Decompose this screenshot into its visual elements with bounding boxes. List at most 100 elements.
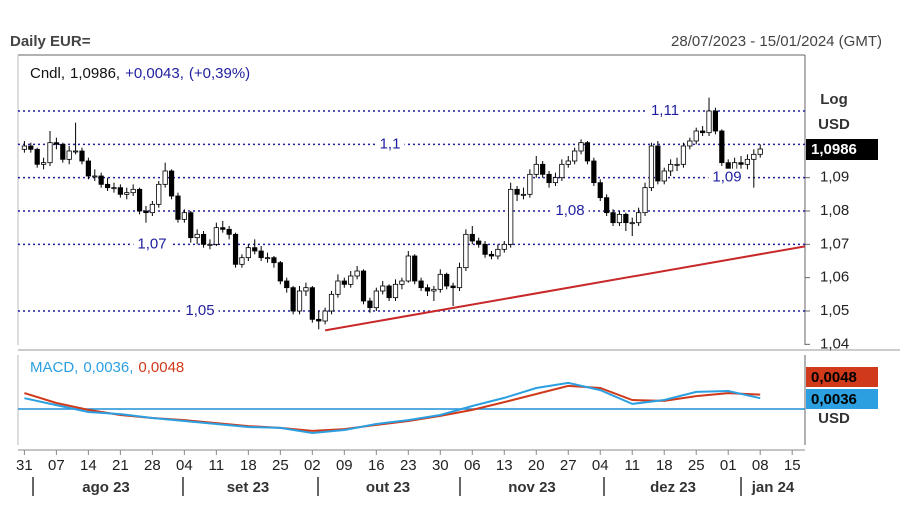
candle-body <box>156 183 162 205</box>
y-tick-label: 1,08 <box>820 202 849 219</box>
candle-body <box>450 285 456 289</box>
legend-text: +0,0043, <box>125 65 184 82</box>
level-label-bg <box>375 135 405 154</box>
candle-body <box>328 293 335 312</box>
x-tick-label: 02 <box>304 457 321 474</box>
macd-line <box>24 381 761 435</box>
candle-body <box>277 262 283 282</box>
month-label: jan 24 <box>751 479 795 496</box>
scale-label: Log <box>820 91 848 108</box>
candle-body <box>34 148 40 165</box>
candle-body <box>380 285 386 292</box>
unit-label: USD <box>818 410 850 427</box>
candle-body <box>386 285 392 299</box>
candle-body <box>21 145 27 150</box>
candle-body <box>559 163 565 179</box>
candle-body <box>476 240 482 245</box>
candle-body <box>648 145 655 189</box>
candle-body <box>290 287 296 312</box>
candle-body <box>85 160 91 177</box>
candle-body <box>751 153 757 160</box>
candle-body <box>66 150 72 160</box>
candle-body <box>200 233 207 245</box>
legend-text: Cndl, <box>30 65 65 82</box>
x-tick-label: 21 <box>112 457 129 474</box>
candle-body <box>655 145 661 182</box>
price-tag-label: 1,0986 <box>811 141 857 158</box>
candle-body <box>348 275 354 285</box>
candle-body <box>482 243 488 255</box>
candle-body <box>124 192 130 195</box>
trendline <box>324 245 806 332</box>
y-tick-label: 1,05 <box>820 302 849 319</box>
x-tick-label: 20 <box>528 457 545 474</box>
candle-body <box>437 273 443 290</box>
candle-body <box>463 233 469 269</box>
y-tick-label: 1,07 <box>820 235 849 252</box>
level-label: 1,09 <box>712 169 741 186</box>
x-tick-label: 09 <box>336 457 353 474</box>
candle-body <box>162 170 168 185</box>
date-range: 28/07/2023 - 15/01/2024 (GMT) <box>671 33 882 50</box>
legend-text: 0,0036, <box>83 359 133 376</box>
candle-body <box>610 212 616 224</box>
candle-body <box>143 210 149 214</box>
candle-body <box>693 130 699 142</box>
candle-body <box>194 233 200 239</box>
x-tick-label: 04 <box>176 457 193 474</box>
x-tick-label: 07 <box>48 457 65 474</box>
candle-body <box>636 212 642 224</box>
candle-body <box>226 228 232 235</box>
candle-body <box>533 163 539 175</box>
candle-body <box>674 163 680 166</box>
legend-text: MACD, <box>30 359 78 376</box>
candle-body <box>540 163 546 175</box>
month-label: dez 23 <box>650 479 696 496</box>
candle-body <box>181 212 187 220</box>
y-tick-label: 1,06 <box>820 269 849 286</box>
candle-body <box>706 110 712 134</box>
candle-body <box>232 233 239 265</box>
x-tick-label: 14 <box>80 457 97 474</box>
candle-body <box>744 158 751 165</box>
candle-body <box>687 140 693 147</box>
x-tick-label: 25 <box>688 457 705 474</box>
value-tag-label: 0,0048 <box>811 369 857 386</box>
candle-body <box>207 243 213 246</box>
candle-body <box>316 318 322 322</box>
level-label-bg <box>551 202 589 220</box>
candle-body <box>296 290 303 312</box>
candle-body <box>79 150 85 162</box>
x-tick-label: 11 <box>624 457 640 474</box>
candle-body <box>72 150 79 153</box>
candle-body <box>271 257 277 264</box>
candle-body <box>28 145 34 150</box>
candle-body <box>130 188 136 194</box>
candle-body <box>335 280 341 295</box>
legend-text: 0,0048 <box>138 359 184 376</box>
x-tick-label: 01 <box>720 457 737 474</box>
candle-body <box>53 142 59 145</box>
candle-body <box>111 187 117 190</box>
candle-body <box>239 257 245 265</box>
value-tag <box>806 367 878 387</box>
x-tick-label: 30 <box>432 457 449 474</box>
candle-body <box>175 195 181 220</box>
candle-body <box>354 270 360 277</box>
candle-body <box>591 160 597 184</box>
candle-body <box>642 187 648 214</box>
candle-body <box>738 162 744 165</box>
candle-body <box>514 188 520 195</box>
candle-body <box>623 213 629 224</box>
candle-body <box>188 212 194 239</box>
candle-body <box>252 247 258 252</box>
candle-body <box>712 110 719 132</box>
candle-body <box>572 150 578 162</box>
x-tick-label: 15 <box>784 457 801 474</box>
x-tick-label: 28 <box>144 457 161 474</box>
candle-body <box>264 257 271 260</box>
candle-body <box>284 280 290 289</box>
candle-body <box>552 177 559 184</box>
candle-body <box>629 222 635 225</box>
candle-body <box>520 193 527 196</box>
